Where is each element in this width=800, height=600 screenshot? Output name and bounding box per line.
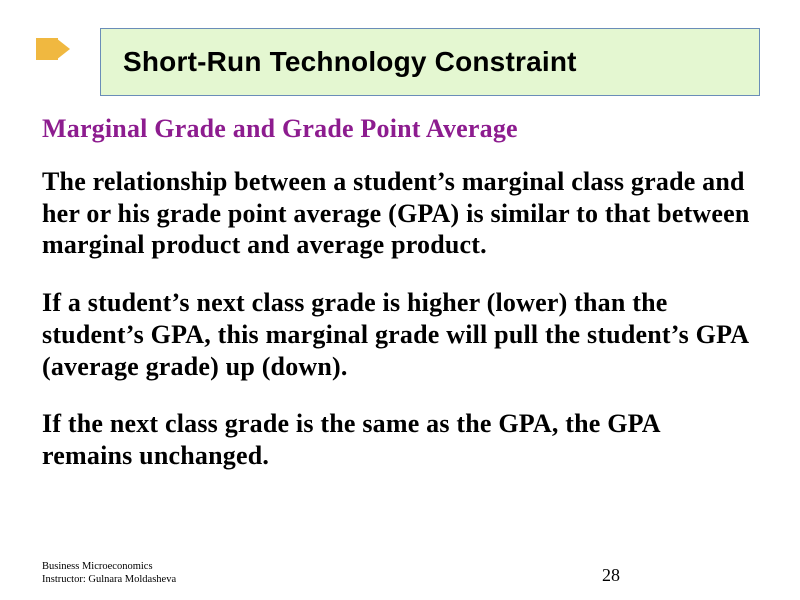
slide-content: Marginal Grade and Grade Point Average T… bbox=[42, 114, 754, 498]
page-number: 28 bbox=[602, 565, 620, 586]
body-paragraph: The relationship between a student’s mar… bbox=[42, 166, 754, 261]
footer-instructor: Instructor: Gulnara Moldasheva bbox=[42, 573, 176, 586]
slide-footer: Business Microeconomics Instructor: Guln… bbox=[42, 560, 176, 586]
decor-triangle bbox=[56, 38, 70, 60]
slide-title-box: Short-Run Technology Constraint bbox=[100, 28, 760, 96]
slide-subtitle: Marginal Grade and Grade Point Average bbox=[42, 114, 754, 144]
footer-course: Business Microeconomics bbox=[42, 560, 176, 573]
slide-title: Short-Run Technology Constraint bbox=[123, 46, 577, 78]
body-paragraph: If a student’s next class grade is highe… bbox=[42, 287, 754, 382]
decor-square bbox=[36, 38, 58, 60]
decor-bullet-icon bbox=[36, 36, 76, 62]
body-paragraph: If the next class grade is the same as t… bbox=[42, 408, 754, 471]
